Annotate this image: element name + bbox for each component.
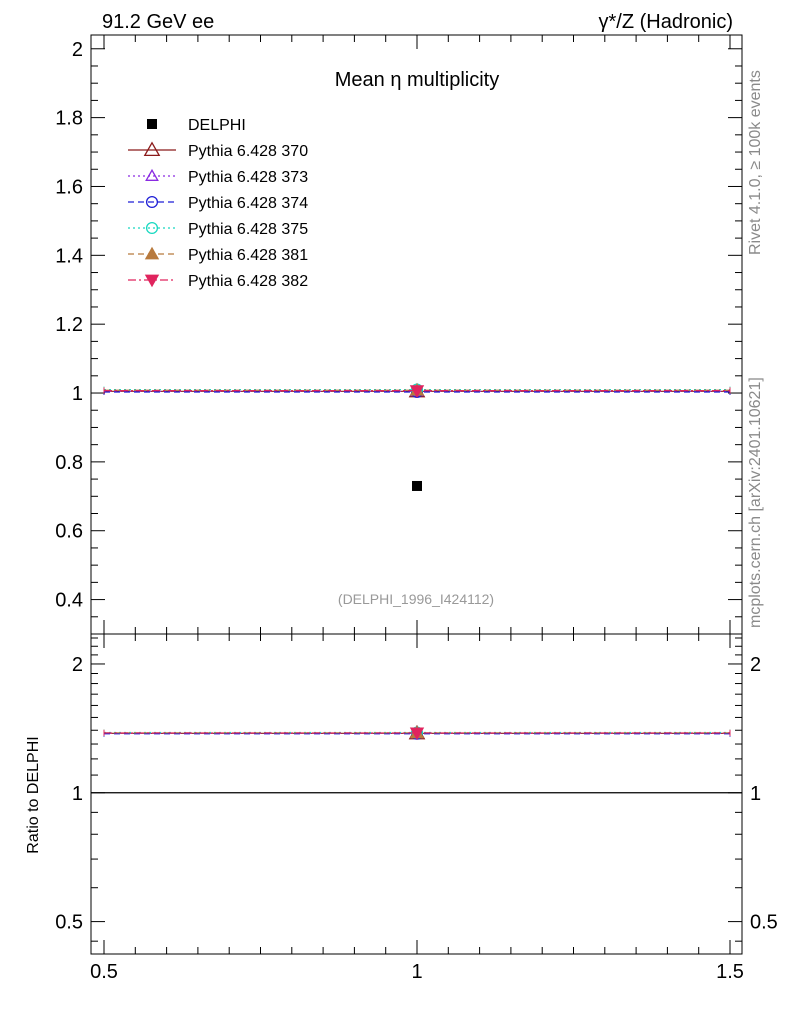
ratio-axis-ticks: 0.5 0.5 1 1 2 2 0.5 1 1.5 [55,634,778,983]
ratio-ytick-label-left: 2 [72,654,83,676]
legend-label-p374: Pythia 6.428 374 [188,195,308,212]
legend-marker-p382 [144,274,160,288]
legend: DELPHI Pythia 6.428 370 Pythia 6.428 373 Py… [128,117,308,290]
ratio-ytick-label-right: 1 [750,783,761,805]
main-axis-ticks: 0.4 0.6 0.8 1 1.2 1.4 1.6 1.8 2 [55,35,742,635]
legend-label-p375: Pythia 6.428 375 [188,221,308,238]
main-ytick-label: 2 [72,39,83,61]
legend-marker-p370 [143,141,161,157]
legend-marker-p381 [144,246,160,260]
rivet-version-label: Rivet 4.1.0, ≥ 100k events [747,70,764,255]
ratio-ytick-label-right: 2 [750,654,761,676]
ratio-ytick-label-left: 0.5 [55,912,83,934]
main-ytick-label: 1.6 [55,176,83,198]
main-ytick-label: 1.2 [55,314,83,336]
ratio-frame [90,633,743,955]
mcplots-label: mcplots.cern.ch [arXiv:2401.10621] [747,377,764,628]
main-ytick-label: 1.8 [55,108,83,130]
main-series-group [103,382,731,491]
main-plot-title: Mean η multiplicity [335,69,500,91]
ratio-ytick-label-right: 0.5 [750,912,778,934]
main-ytick-label: 1.4 [55,245,83,267]
main-ytick-label: 0.6 [55,521,83,543]
xtick-label: 1 [411,961,422,983]
header-left-label: 91.2 GeV ee [102,11,214,33]
main-ytick-label: 0.8 [55,452,83,474]
legend-marker-p374 [145,195,159,209]
legend-marker-data [147,119,157,129]
legend-marker-p375 [145,221,159,235]
ratio-ytick-label-left: 1 [72,783,83,805]
analysis-id-label: (DELPHI_1996_I424112) [338,591,494,607]
legend-marker-p373 [145,168,159,181]
main-ytick-label: 1 [72,383,83,405]
xtick-label: 0.5 [90,961,118,983]
ratio-series-group [103,724,731,741]
header-right-label: γ*/Z (Hadronic) [599,11,733,33]
ratio-marker-p382 [409,727,425,741]
series-marker-p382 [409,385,425,398]
legend-label-p381: Pythia 6.428 381 [188,247,308,264]
data-point-data [412,480,422,491]
ratio-axis-label: Ratio to DELPHI [25,736,42,853]
main-ytick-label: 0.4 [55,590,83,612]
legend-label-p370: Pythia 6.428 370 [188,143,308,160]
legend-label-p382: Pythia 6.428 382 [188,273,308,290]
legend-label-data: DELPHI [188,117,246,134]
xtick-label: 1.5 [716,961,744,983]
legend-label-p373: Pythia 6.428 373 [188,169,308,186]
